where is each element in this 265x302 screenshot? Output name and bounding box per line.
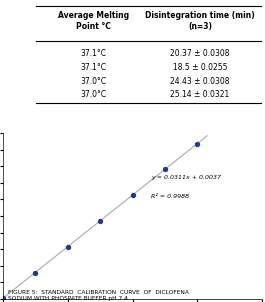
Text: 37.1°C: 37.1°C (81, 63, 107, 72)
Text: 25.14 ± 0.0321: 25.14 ± 0.0321 (170, 90, 230, 99)
Text: 24.43 ± 0.0308: 24.43 ± 0.0308 (170, 77, 230, 86)
Point (130, 193, 135, 198)
Text: 37.1°C: 37.1°C (81, 49, 107, 58)
Text: 18.5 ± 0.0255: 18.5 ± 0.0255 (173, 63, 227, 72)
Text: Disintegration time (min)
(n=3): Disintegration time (min) (n=3) (145, 11, 255, 31)
Text: 20.37 ± 0.0308: 20.37 ± 0.0308 (170, 49, 230, 58)
Point (195, 141, 200, 146)
Text: Average Melting
Point °C: Average Melting Point °C (58, 11, 129, 31)
Text: y = 0.0311x + 0.0037: y = 0.0311x + 0.0037 (151, 175, 221, 180)
Point (33, 270, 37, 275)
Point (65, 244, 70, 249)
Text: R² = 0.9988: R² = 0.9988 (151, 194, 189, 198)
Point (1, 296, 5, 301)
Point (163, 167, 167, 172)
Text: 37.0°C: 37.0°C (81, 77, 107, 86)
Text: FIGURE 5:  STANDARD  CALIBRATION  CURVE  OF  DICLOFENA
SODIUM WITH PHOSPATE BUFF: FIGURE 5: STANDARD CALIBRATION CURVE OF … (8, 290, 189, 301)
Text: 37.0°C: 37.0°C (81, 90, 107, 99)
Point (98, 219, 102, 223)
